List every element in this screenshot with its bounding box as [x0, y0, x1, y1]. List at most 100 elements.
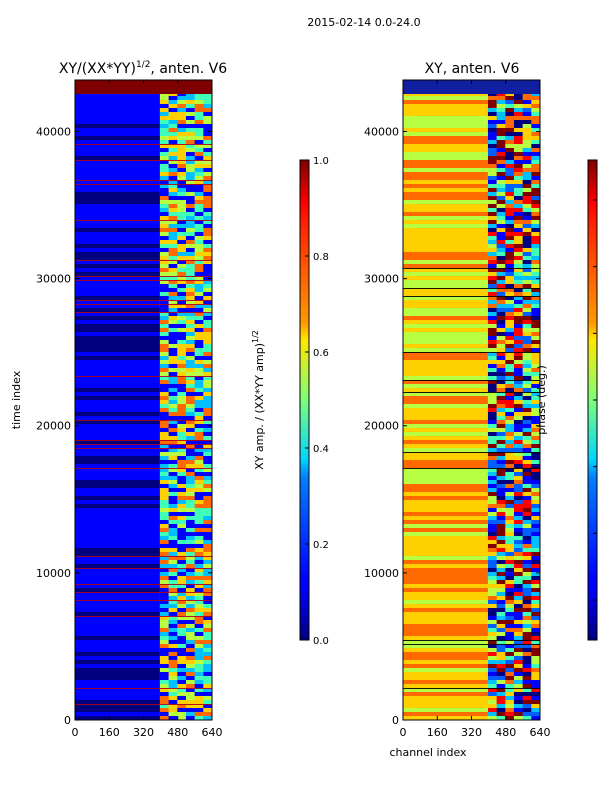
heatmap-cell — [531, 508, 541, 513]
heatmap-cell — [513, 396, 523, 401]
heatmap-cell — [403, 460, 488, 465]
heatmap-cell — [513, 536, 523, 541]
heatmap-cell — [177, 192, 187, 197]
heatmap-cell — [168, 344, 178, 349]
heatmap-cell — [496, 576, 506, 581]
heatmap-cell — [513, 656, 523, 661]
heatmap-cell — [487, 604, 497, 609]
heatmap-cell — [159, 428, 169, 433]
heatmap-cell — [513, 640, 523, 645]
heatmap-cell — [194, 360, 204, 365]
heatmap-cell — [505, 452, 515, 457]
heatmap-cell — [203, 372, 213, 377]
heatmap-cell — [496, 712, 506, 717]
heatmap-cell — [513, 672, 523, 677]
heatmap-cell — [159, 272, 169, 277]
heatmap-cell — [75, 676, 160, 681]
heatmap-cell — [194, 460, 204, 465]
heatmap-cell — [513, 684, 523, 689]
heatmap-cell — [487, 480, 497, 485]
y-tick-label: 20000 — [36, 420, 71, 433]
heatmap-cell — [203, 656, 213, 661]
heatmap-cell — [531, 172, 541, 177]
heatmap-cell — [159, 504, 169, 509]
heatmap-cell — [203, 516, 213, 521]
heatmap-cell — [194, 700, 204, 705]
heatmap-cell — [496, 560, 506, 565]
heatmap-cell — [505, 656, 515, 661]
heatmap-cell — [531, 604, 541, 609]
heatmap-cell — [203, 712, 213, 717]
heatmap-cell — [505, 196, 515, 201]
heatmap-cell — [194, 252, 204, 257]
heatmap-cell — [505, 704, 515, 709]
heatmap-cell — [168, 588, 178, 593]
heatmap-cell — [403, 708, 488, 713]
heatmap-cell — [177, 296, 187, 301]
heatmap-cell — [168, 708, 178, 713]
heatmap-cell — [513, 300, 523, 305]
heatmap-cell — [522, 480, 532, 485]
heatmap-cell — [513, 636, 523, 641]
heatmap-cell — [496, 92, 506, 97]
heatmap-cell — [168, 220, 178, 225]
heatmap-cell — [531, 384, 541, 389]
heatmap-cell — [194, 368, 204, 373]
heatmap-cell — [159, 432, 169, 437]
heatmap-cell — [496, 304, 506, 309]
heatmap-cell — [159, 172, 169, 177]
heatmap-flag-line — [75, 260, 212, 261]
heatmap-cell — [203, 92, 213, 97]
heatmap-cell — [159, 120, 169, 125]
heatmap-cell — [505, 508, 515, 513]
heatmap-cell — [487, 448, 497, 453]
heatmap-cell — [522, 648, 532, 653]
heatmap-cell — [194, 224, 204, 229]
heatmap-cell — [203, 296, 213, 301]
heatmap-cell — [168, 496, 178, 501]
heatmap-cell — [496, 324, 506, 329]
heatmap-cell — [75, 244, 160, 249]
heatmap-cell — [522, 372, 532, 377]
heatmap-cell — [194, 160, 204, 165]
heatmap-cell — [513, 648, 523, 653]
heatmap-cell — [185, 664, 195, 669]
phase-heatmap — [403, 80, 541, 721]
heatmap-cell — [168, 168, 178, 173]
heatmap-cell — [522, 212, 532, 217]
heatmap-cell — [513, 476, 523, 481]
heatmap-cell — [177, 100, 187, 105]
heatmap-cell — [403, 472, 488, 477]
heatmap-cell — [194, 132, 204, 137]
heatmap-cell — [168, 608, 178, 613]
heatmap-cell — [531, 432, 541, 437]
heatmap-cell — [522, 484, 532, 489]
heatmap-cell — [159, 168, 169, 173]
heatmap-cell — [531, 644, 541, 649]
heatmap-cell — [185, 500, 195, 505]
heatmap-cell — [194, 676, 204, 681]
heatmap-cell — [531, 100, 541, 105]
heatmap-cell — [487, 232, 497, 237]
heatmap-cell — [531, 412, 541, 417]
heatmap-cell — [194, 444, 204, 449]
heatmap-cell — [496, 128, 506, 133]
heatmap-cell — [177, 432, 187, 437]
heatmap-cell — [513, 508, 523, 513]
heatmap-cell — [513, 492, 523, 497]
heatmap-cell — [75, 704, 160, 709]
heatmap-cell — [177, 616, 187, 621]
heatmap-cell — [505, 372, 515, 377]
heatmap-cell — [159, 372, 169, 377]
heatmap-cell — [403, 428, 488, 433]
heatmap-cell — [194, 576, 204, 581]
heatmap-cell — [505, 164, 515, 169]
heatmap-cell — [513, 324, 523, 329]
heatmap-cell — [403, 396, 488, 401]
heatmap-cell — [487, 588, 497, 593]
heatmap-cell — [159, 368, 169, 373]
heatmap-cell — [505, 380, 515, 385]
heatmap-cell — [487, 216, 497, 221]
heatmap-cell — [194, 508, 204, 513]
heatmap-cell — [203, 412, 213, 417]
